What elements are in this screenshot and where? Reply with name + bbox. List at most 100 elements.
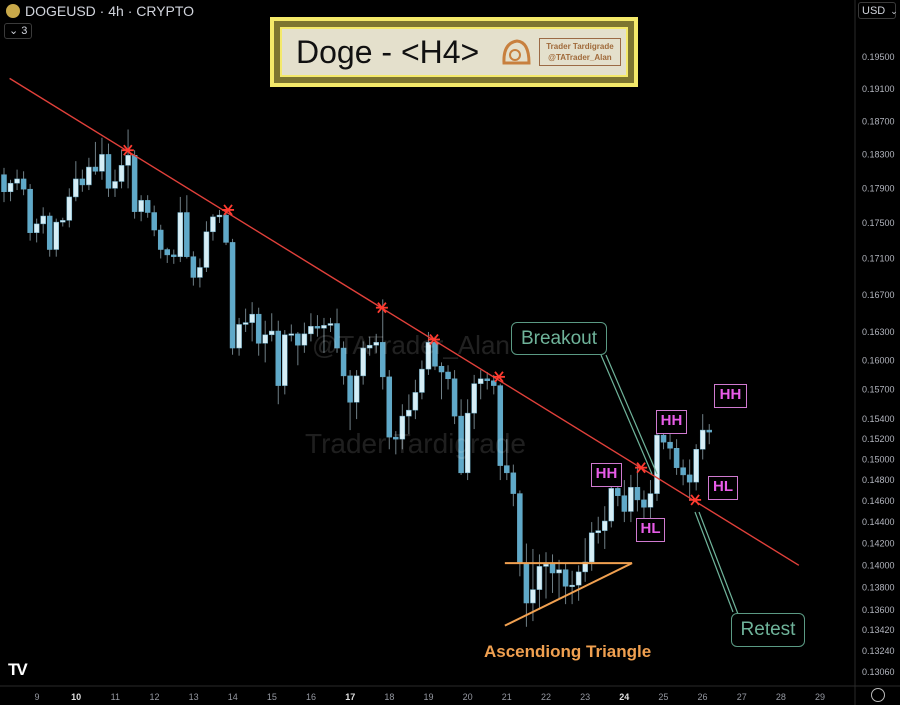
title-banner: Doge - <H4> Trader Tardigrade @TATrader_…: [270, 17, 638, 87]
candle-up: [569, 584, 575, 587]
candle-up: [582, 561, 588, 573]
candle-down: [660, 434, 667, 443]
candle-up: [399, 415, 406, 440]
candle-up: [360, 347, 366, 377]
candle-up: [73, 178, 79, 198]
candle-down: [393, 436, 399, 440]
breakout-pointer: [605, 354, 658, 475]
candle-down: [458, 415, 464, 474]
currency-select[interactable]: USD ⌄: [858, 2, 898, 19]
higher-high-label: HH: [656, 410, 687, 434]
candle-up: [301, 333, 308, 346]
price-tick-label: 0.14600: [862, 496, 895, 506]
candle-up: [14, 178, 20, 184]
touch-point-star-icon: [492, 371, 505, 383]
candle-down: [157, 229, 164, 250]
star-stroke: [223, 204, 233, 216]
time-tick-label: 13: [189, 692, 199, 702]
symbol-header[interactable]: DOGEUSD · 4h · CRYPTO: [6, 3, 194, 19]
candle-down: [523, 562, 530, 604]
candle-down: [131, 155, 138, 212]
price-tick-label: 0.16300: [862, 327, 895, 337]
star-stroke: [377, 302, 387, 314]
price-tick-label: 0.19500: [862, 52, 895, 62]
candle-down: [706, 429, 712, 433]
candle-down: [445, 371, 451, 380]
time-tick-label: 23: [580, 692, 590, 702]
time-tick-label: 18: [384, 692, 394, 702]
price-tick-label: 0.14400: [862, 517, 895, 527]
candle-down: [667, 441, 673, 449]
candle-down: [314, 326, 321, 329]
descending-trendline: [9, 77, 800, 566]
candle-down: [432, 342, 438, 367]
doge-coin-icon: [6, 4, 20, 18]
candle-down: [451, 378, 458, 417]
candle-up: [419, 368, 425, 393]
triangle-support-line: [504, 562, 633, 627]
price-tick-label: 0.17100: [862, 253, 895, 263]
price-tick-label: 0.14200: [862, 539, 895, 549]
price-tick-label: 0.18300: [862, 149, 895, 159]
time-tick-label: 27: [737, 692, 747, 702]
candle-up: [86, 166, 92, 186]
candles: [1, 129, 712, 627]
candle-up: [628, 487, 634, 512]
price-tick-label: 0.15200: [862, 434, 895, 444]
candle-up: [112, 181, 118, 189]
candle-down: [229, 242, 236, 349]
candle-down: [105, 154, 112, 189]
higher-high-label: HH: [591, 463, 622, 487]
touch-point-star-icon: [427, 333, 440, 346]
higher-low-label: HL: [708, 476, 738, 500]
time-tick-label: 24: [619, 692, 629, 702]
candle-up: [249, 313, 255, 323]
touch-point-star-icon: [635, 462, 648, 474]
candle-up: [60, 220, 66, 223]
candle-down: [255, 313, 262, 344]
candle-down: [190, 256, 197, 278]
candle-down: [386, 376, 393, 438]
star-stroke: [494, 371, 504, 383]
candle-up: [353, 375, 360, 403]
time-tick-label: 16: [306, 692, 316, 702]
candle-down: [223, 214, 229, 243]
triangle-label: Ascendiong Triangle: [484, 642, 652, 661]
candle-down: [621, 495, 628, 512]
time-tick-label: 14: [228, 692, 238, 702]
candle-up: [556, 569, 562, 574]
price-tick-label: 0.16700: [862, 290, 895, 300]
price-tick-label: 0.14000: [862, 560, 895, 570]
time-tick-label: 29: [815, 692, 825, 702]
candle-down: [46, 215, 53, 250]
tradingview-logo-icon[interactable]: TV: [8, 660, 28, 679]
price-axis[interactable]: 0.19500 0.19100 0.18700 0.18300 0.17900 0.175…: [862, 52, 895, 677]
candle-up: [7, 182, 14, 193]
candle-up: [236, 324, 242, 349]
candle-down: [680, 467, 686, 476]
candle-up: [575, 571, 582, 586]
time-axis[interactable]: 9 10 11 12 13 14 15 16 17 18 19 20 21 22 23 24 25 26 27 28 2…: [34, 692, 825, 702]
banner-title: Doge - <H4>: [296, 33, 480, 70]
retest-pointer: [694, 511, 734, 613]
candle-up: [53, 221, 59, 250]
price-tick-label: 0.15700: [862, 385, 895, 395]
settings-icon[interactable]: [871, 688, 885, 702]
candle-up: [595, 530, 601, 534]
candle-up: [197, 267, 203, 278]
star-stroke: [123, 144, 133, 156]
time-tick-label: 22: [541, 692, 551, 702]
indicators-toggle[interactable]: ⌄ 3: [4, 23, 33, 39]
candle-up: [268, 330, 275, 336]
candle-up: [654, 434, 660, 494]
indicator-count: 3: [21, 25, 28, 37]
candle-up: [588, 532, 595, 563]
symbol-title: DOGEUSD · 4h · CRYPTO: [25, 3, 195, 19]
candle-down: [491, 380, 497, 386]
candle-up: [177, 212, 184, 257]
candle-up: [608, 488, 615, 522]
time-tick-label: 9: [34, 692, 39, 702]
candle-down: [634, 487, 641, 501]
price-tick-label: 0.13240: [862, 646, 895, 656]
